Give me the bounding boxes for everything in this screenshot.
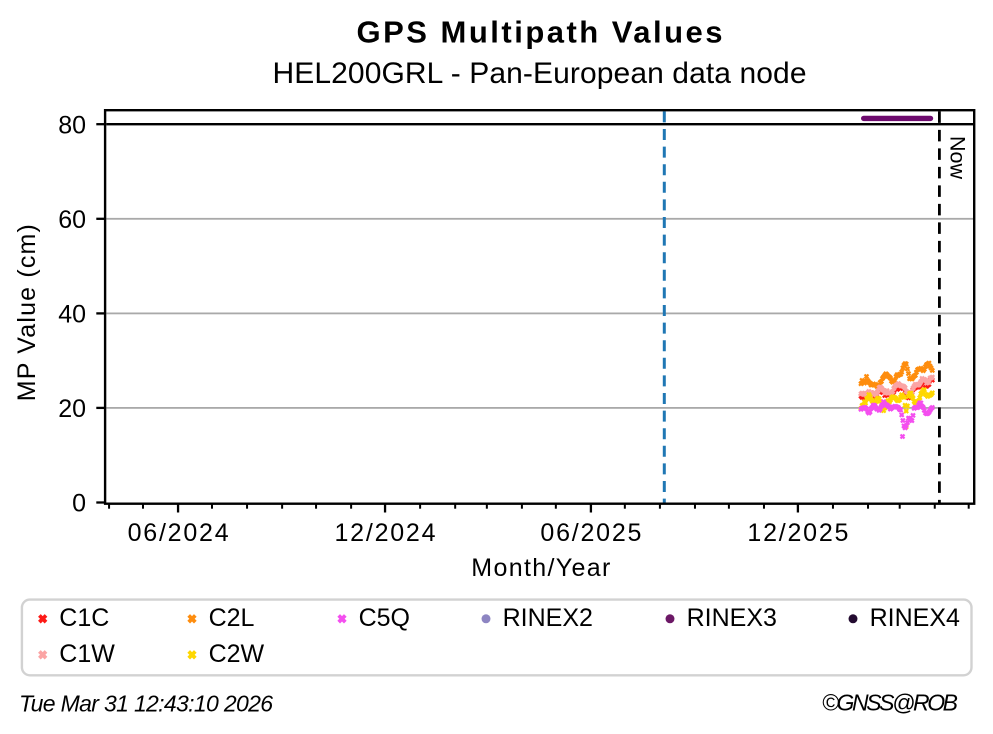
svg-text:06/2025: 06/2025: [540, 519, 641, 547]
svg-text:12/2025: 12/2025: [747, 519, 848, 547]
svg-text:06/2024: 06/2024: [128, 519, 229, 547]
svg-text:HEL200GRL - Pan-European data: HEL200GRL - Pan-European data node: [273, 57, 807, 90]
svg-text:40: 40: [58, 301, 86, 329]
svg-text:RINEX3: RINEX3: [687, 604, 777, 632]
svg-text:Month/Year: Month/Year: [471, 554, 610, 582]
svg-text:Tue Mar 31 12:43:10 2026: Tue Mar 31 12:43:10 2026: [19, 690, 273, 716]
svg-text:RINEX4: RINEX4: [870, 604, 960, 632]
svg-text:MP Value (cm): MP Value (cm): [13, 224, 41, 401]
svg-text:80: 80: [58, 111, 86, 139]
svg-text:60: 60: [58, 206, 86, 234]
svg-text:0: 0: [72, 490, 86, 518]
svg-text:RINEX2: RINEX2: [503, 604, 593, 632]
svg-text:Now: Now: [946, 136, 970, 179]
svg-text:C5Q: C5Q: [359, 604, 410, 632]
svg-text:C1W: C1W: [59, 640, 115, 668]
svg-text:C1C: C1C: [59, 604, 109, 632]
svg-text:C2L: C2L: [209, 604, 255, 632]
svg-text:C2W: C2W: [209, 640, 265, 668]
svg-text:GPS Multipath Values: GPS Multipath Values: [357, 15, 723, 50]
svg-text:12/2024: 12/2024: [335, 519, 436, 547]
svg-text:©GNSS@ROB: ©GNSS@ROB: [822, 690, 958, 716]
svg-text:20: 20: [58, 395, 86, 423]
